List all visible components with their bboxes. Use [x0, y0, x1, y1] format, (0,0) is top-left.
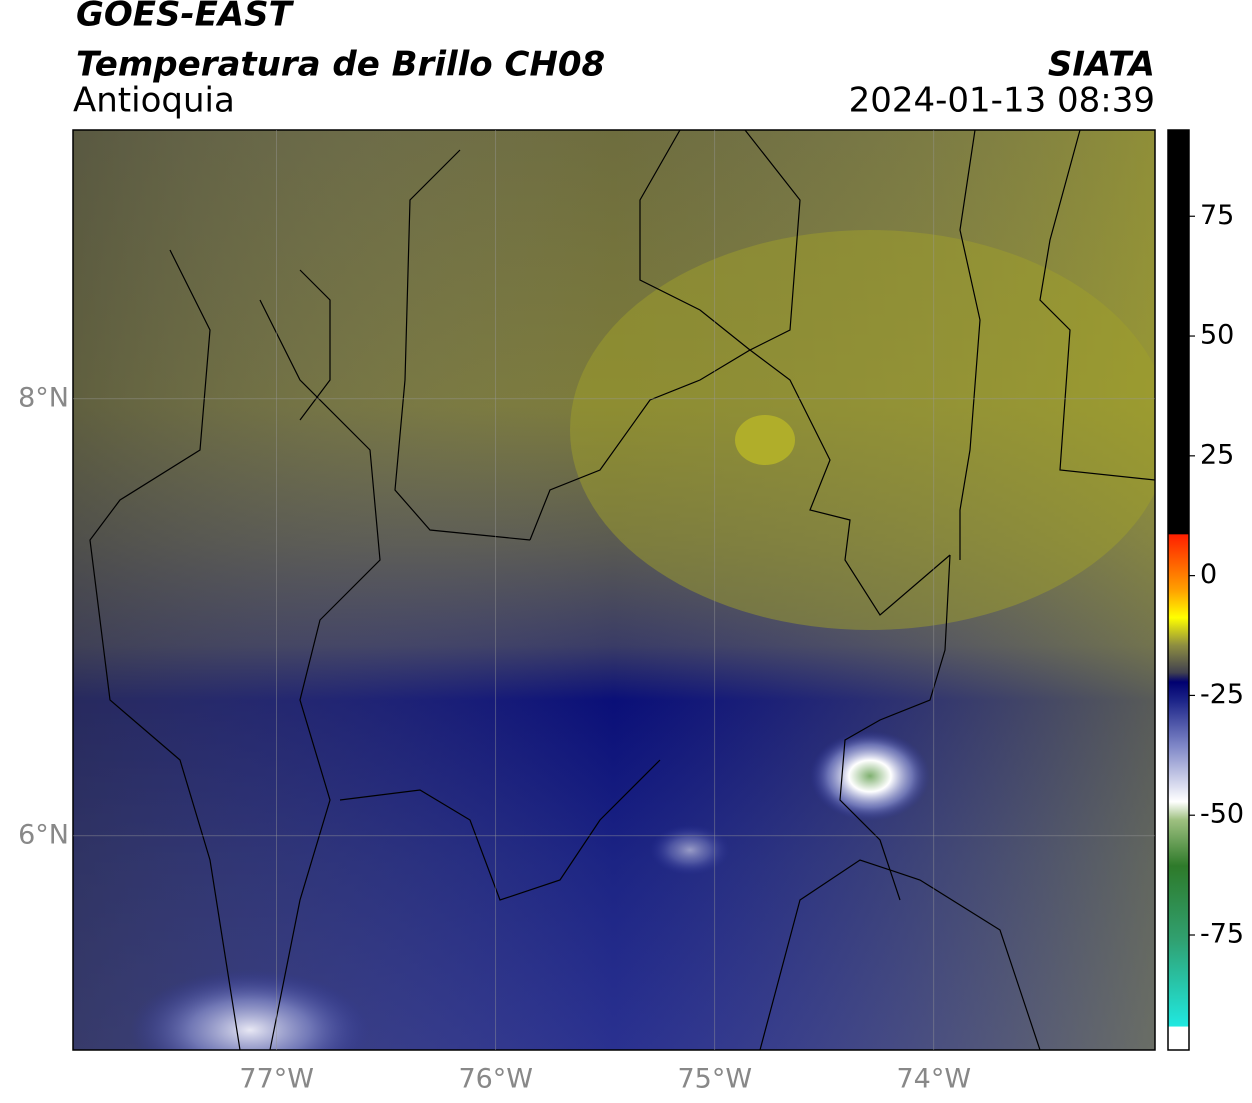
colorbar-tick-label: 50	[1200, 320, 1234, 351]
colorbar-tick-label: 0	[1200, 559, 1217, 590]
source: SIATA	[1048, 45, 1155, 85]
colorbar-tick-label: 25	[1200, 439, 1234, 470]
map-image	[73, 130, 1155, 1050]
region: Antioquia	[73, 81, 235, 121]
subtitle: Temperatura de Brillo CH08	[76, 45, 605, 85]
colorbar-tick-label: 75	[1200, 200, 1234, 231]
lat-tick-label: 8°N	[18, 382, 69, 413]
lon-tick-label: 74°W	[897, 1064, 972, 1095]
datetime: 2024-01-13 08:39	[849, 81, 1155, 121]
map-frame	[72, 129, 1156, 1051]
colorbar-tick-label: -50	[1200, 799, 1244, 830]
title: GOES-EAST	[76, 0, 295, 35]
colorbar-tick-label: -25	[1200, 679, 1244, 710]
colorbar-tick-label: -75	[1200, 919, 1244, 950]
colorbar	[1167, 129, 1190, 1051]
lon-tick-label: 75°W	[677, 1064, 752, 1095]
lat-tick-label: 6°N	[18, 819, 69, 850]
lon-tick-label: 76°W	[458, 1064, 533, 1095]
lon-tick-label: 77°W	[239, 1064, 314, 1095]
